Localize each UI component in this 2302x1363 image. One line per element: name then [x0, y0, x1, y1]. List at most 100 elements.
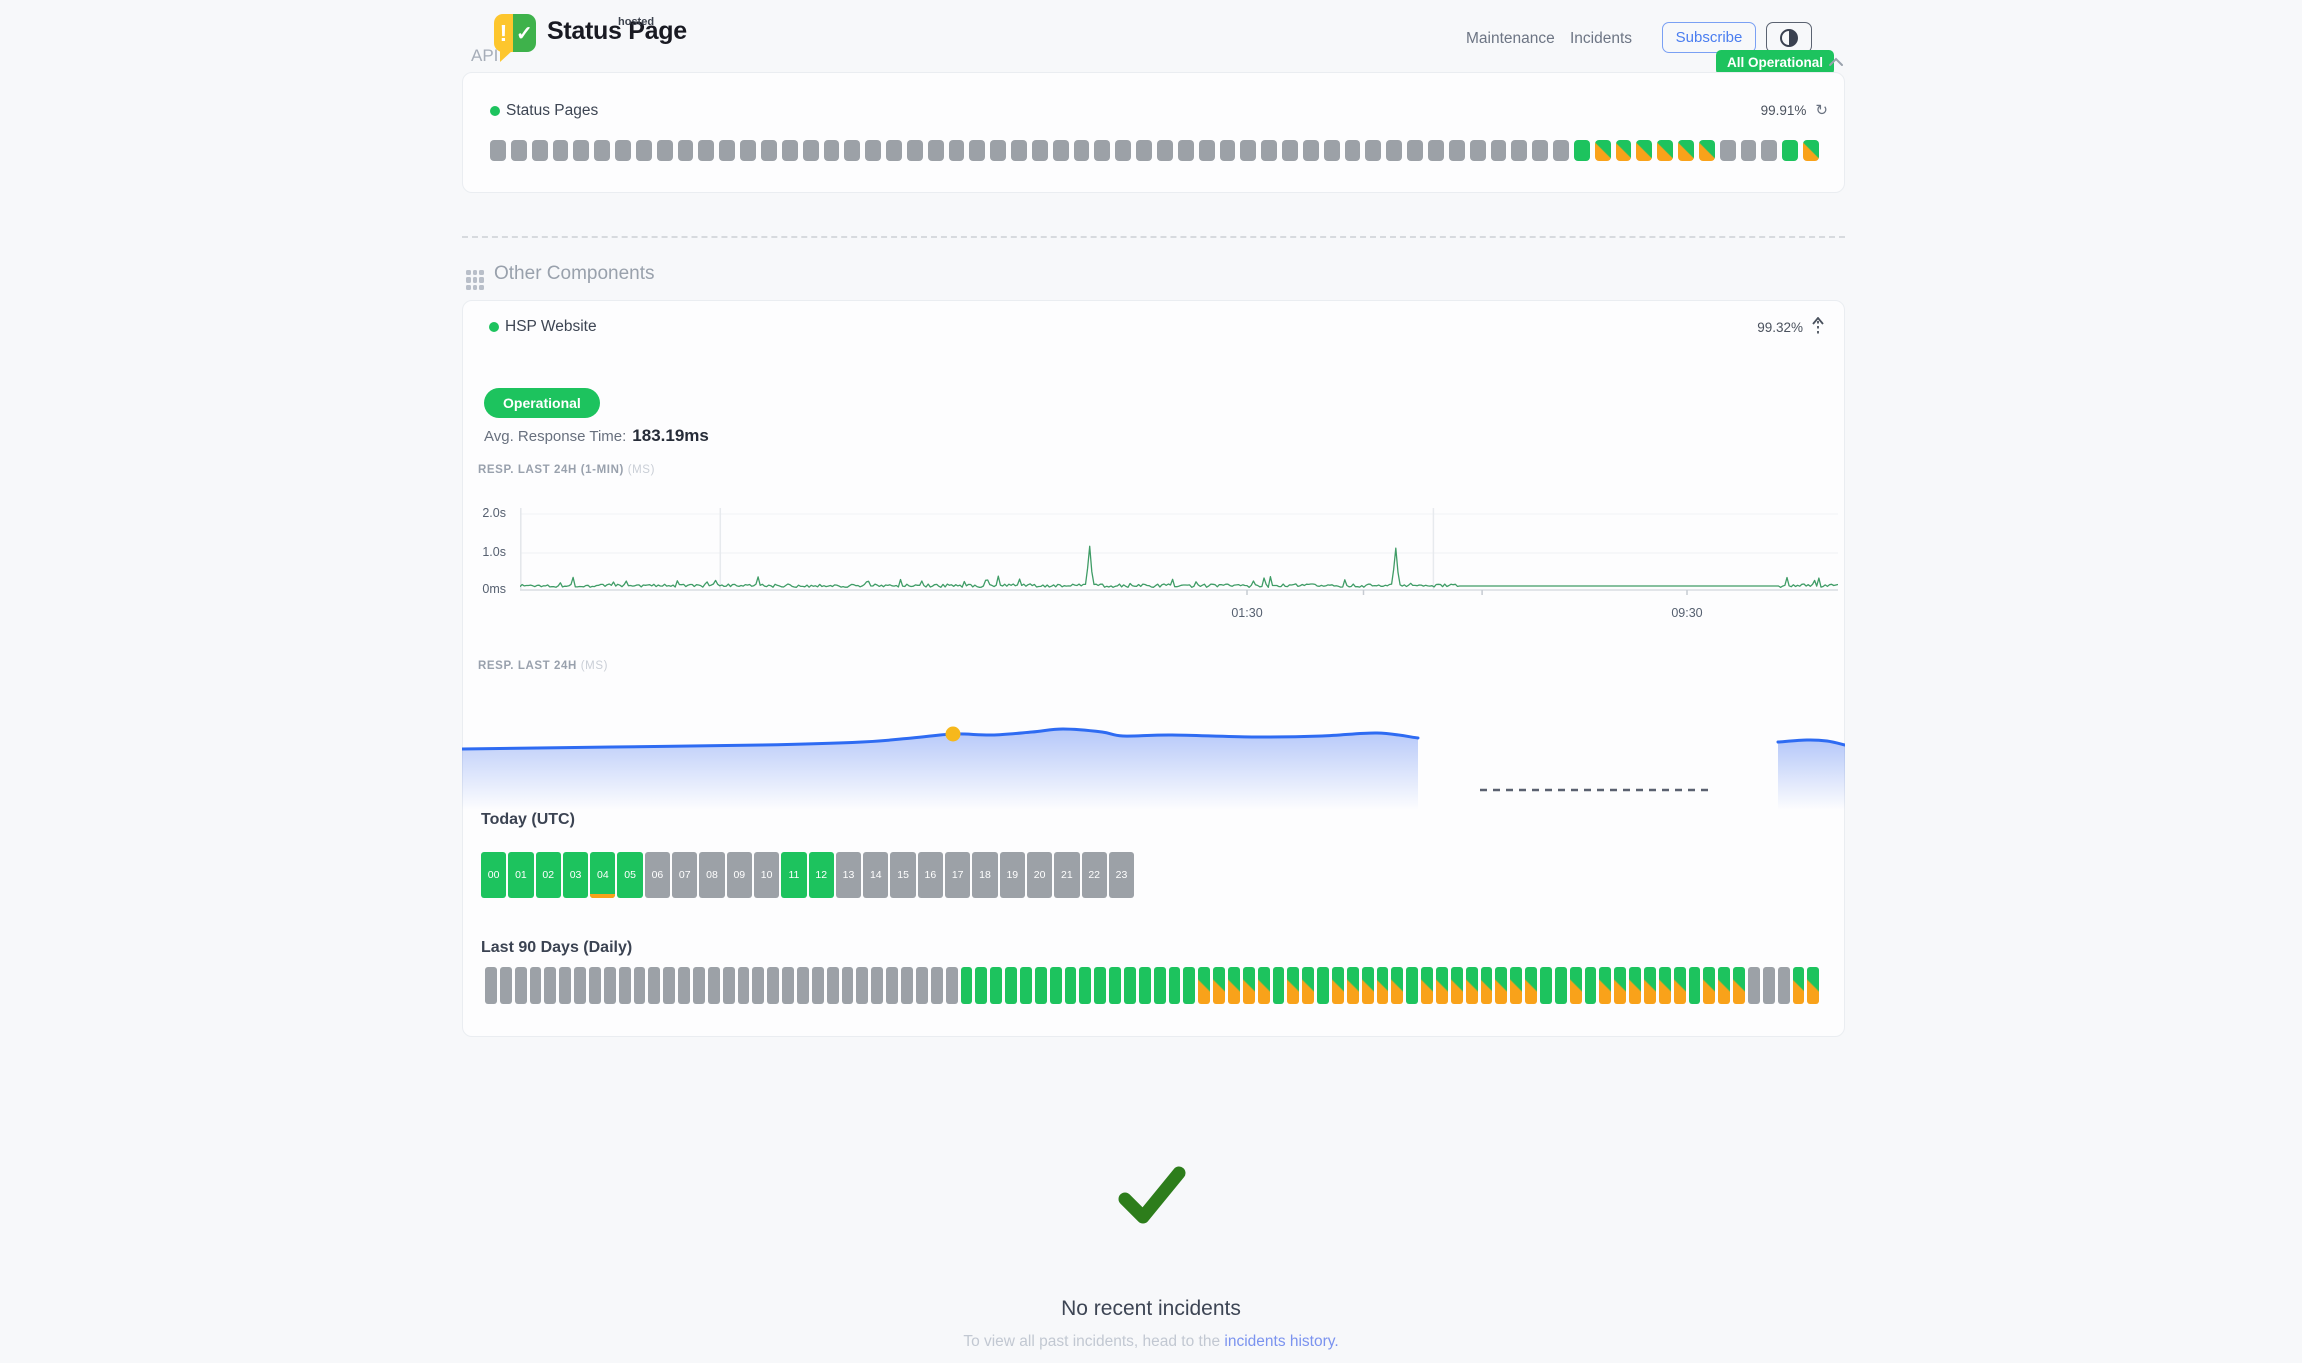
hour-block-14: 14 [863, 852, 889, 898]
uptime-bar [781, 140, 798, 161]
uptime-bar [856, 967, 869, 1004]
section-title-api: API [471, 46, 499, 65]
check-icon: ✓ [512, 14, 536, 52]
operational-status-pill: Operational [484, 388, 600, 418]
uptime-bar [678, 967, 691, 1004]
uptime-bar [1157, 140, 1173, 161]
uptime-bar [1525, 967, 1538, 1004]
hour-block-19: 19 [999, 852, 1025, 898]
uptime-bar [677, 140, 694, 161]
uptime-bar [1703, 967, 1716, 1004]
uptime-bar [1302, 140, 1319, 161]
hour-block-23: 23 [1108, 852, 1135, 898]
uptime-bar [1480, 967, 1493, 1004]
uptime-bar [802, 140, 819, 161]
component-name: Status Pages [506, 102, 599, 119]
uptime-bar [930, 967, 943, 1004]
status-dot-green [489, 322, 499, 332]
hour-block-22: 22 [1081, 852, 1107, 898]
uptime-bar [811, 967, 824, 1004]
hour-label: 03 [569, 869, 582, 881]
uptime-bar [1052, 140, 1069, 161]
nav-maintenance[interactable]: Maintenance [1466, 30, 1555, 47]
uptime-bar [1257, 967, 1270, 1004]
uptime-bar [1136, 140, 1152, 161]
uptime-bar [1615, 140, 1632, 161]
uptime-bar [969, 140, 986, 161]
uptime-bar [1698, 140, 1715, 161]
uptime-bar [722, 967, 735, 1004]
avg-response-value: 183.19ms [632, 426, 709, 445]
uptime-bar [1115, 140, 1132, 161]
hour-label: 14 [869, 869, 882, 881]
subscribe-button[interactable]: Subscribe [1662, 22, 1756, 53]
hour-block-10: 10 [753, 852, 780, 898]
uptime-bar [1490, 140, 1507, 161]
refresh-icon[interactable]: ↻ [1815, 102, 1828, 119]
uptime-bar [1049, 967, 1062, 1004]
hour-block-16: 16 [917, 852, 944, 898]
uptime-bar [865, 140, 882, 161]
hour-block-09: 09 [726, 852, 752, 898]
uptime-bar [767, 967, 780, 1004]
uptime-bar [1031, 140, 1048, 161]
uptime-bar [871, 967, 884, 1004]
uptime-bar [797, 967, 809, 1004]
collapse-section-chevron-icon[interactable] [1828, 54, 1844, 72]
uptime-bar [782, 967, 795, 1004]
uptime-bar [531, 140, 548, 161]
uptime-bar [615, 140, 631, 161]
uptime-bar [1094, 967, 1107, 1004]
uptime-bar [1688, 967, 1701, 1004]
all-operational-badge[interactable]: All Operational [1716, 50, 1835, 75]
nav-incidents[interactable]: Incidents [1570, 30, 1633, 47]
hour-label: 18 [979, 869, 991, 881]
uptime-bar [1510, 967, 1523, 1004]
uptime-bar [1153, 967, 1166, 1004]
uptime-bar [1740, 140, 1757, 161]
no-incidents-subtitle: To view all past incidents, head to the … [963, 1333, 1339, 1350]
uptime-bar [826, 967, 839, 1004]
uptime-bar [1391, 967, 1404, 1004]
hour-block-08: 08 [699, 852, 725, 898]
uptime-bar [1079, 967, 1092, 1004]
hour-block-01: 01 [508, 852, 534, 898]
uptime-bar [1034, 967, 1047, 1004]
uptime-bar [1323, 140, 1340, 161]
hour-block-15: 15 [890, 852, 916, 898]
uptime-bar [1064, 967, 1077, 1004]
last90-title: Last 90 Days (Daily) [481, 939, 633, 956]
uptime-bar [990, 140, 1007, 161]
last90-bars-row [485, 967, 1820, 1004]
uptime-bar [1658, 967, 1671, 1004]
uptime-bar [603, 967, 616, 1004]
uptime-bar [1361, 967, 1374, 1004]
avg-response-label: Avg. Response Time: [484, 428, 627, 445]
uptime-bar [698, 140, 715, 161]
hour-label: 20 [1033, 869, 1046, 881]
hour-label: 22 [1088, 869, 1101, 881]
uptime-bar [573, 140, 590, 161]
uptime-bar [1094, 140, 1111, 161]
uptime-percentage: 99.91% [1760, 102, 1807, 118]
uptime-bar [760, 140, 777, 161]
theme-toggle-button[interactable] [1766, 22, 1812, 53]
hour-block-00: 00 [481, 852, 507, 898]
hour-block-03: 03 [562, 852, 589, 898]
uptime-bar [1019, 967, 1032, 1004]
uptime-bar [906, 140, 923, 161]
uptime-bar [1073, 140, 1090, 161]
uptime-bar [1761, 140, 1778, 161]
uptime-bar [485, 967, 497, 1004]
uptime-bar [1407, 140, 1423, 161]
chart1-xlabel: 09:30 [1671, 606, 1703, 620]
incidents-history-link[interactable]: incidents history. [1224, 1333, 1339, 1350]
uptime-bar [975, 967, 988, 1004]
hour-label: 23 [1115, 869, 1128, 881]
uptime-bar [589, 967, 601, 1004]
uptime-bar [1123, 967, 1136, 1004]
uptime-bar [1511, 140, 1528, 161]
uptime-bar [1219, 140, 1236, 161]
uptime-bar [1386, 140, 1403, 161]
uptime-bar [1748, 967, 1760, 1004]
